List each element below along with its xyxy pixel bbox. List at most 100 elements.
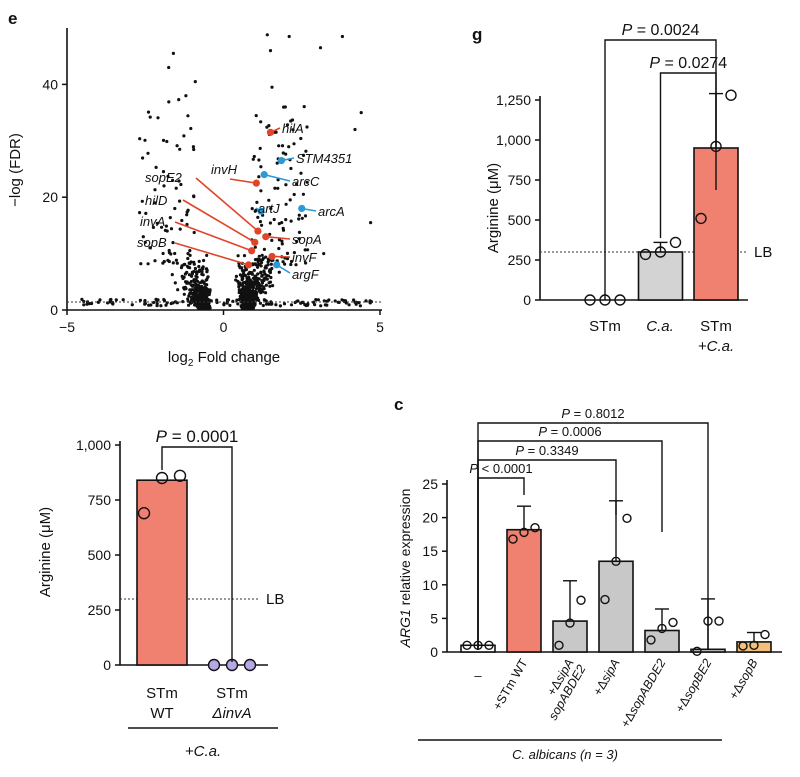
- panel-c-data-point: [714, 616, 724, 626]
- panel-e-letter: e: [8, 9, 17, 28]
- volcano-point: [248, 288, 252, 293]
- volcano-point: [299, 136, 303, 141]
- volcano-point: [359, 111, 363, 115]
- volcano-point: [184, 280, 188, 284]
- volcano-point: [138, 137, 142, 141]
- panel-c-data-point: [668, 617, 678, 628]
- volcano-gene-label: argF: [292, 267, 320, 282]
- volcano-y-axis-label: −log (FDR): [7, 133, 24, 207]
- volcano-gene-leader-line: [182, 199, 256, 244]
- volcano-point: [305, 125, 309, 129]
- volcano-point: [237, 298, 241, 302]
- volcano-point: [164, 224, 168, 228]
- volcano-point: [278, 304, 282, 308]
- volcano-point: [316, 298, 320, 302]
- volcano-point: [319, 304, 323, 308]
- panel-invA-bar: 0 250 500 750 1,000 LB P = 0.0001 Arginine (μM…: [37, 427, 284, 760]
- volcano-point: [188, 292, 192, 296]
- volcano-point: [191, 145, 195, 149]
- volcano-point: [146, 110, 151, 114]
- volcano-point: [228, 303, 232, 307]
- volcano-point: [282, 105, 286, 109]
- panel-invA-y-tick-label: 500: [88, 547, 112, 563]
- volcano-x-tick-label: 0: [220, 319, 228, 335]
- panel-c-data-point: [646, 635, 656, 645]
- panel-invA-cat-inv-line2: ΔinvA: [211, 705, 251, 722]
- volcano-point: [259, 270, 263, 274]
- volcano-gene-point: [251, 238, 259, 246]
- volcano-point: [292, 142, 296, 146]
- volcano-point: [198, 291, 202, 295]
- volcano-gene-leader-line: [229, 178, 257, 184]
- volcano-point: [270, 238, 274, 242]
- volcano-point: [277, 144, 281, 148]
- volcano-point: [167, 100, 171, 104]
- volcano-point: [254, 274, 258, 278]
- volcano-point: [114, 298, 118, 302]
- volcano-point: [166, 174, 170, 178]
- volcano-point: [179, 266, 184, 270]
- volcano-point: [314, 298, 318, 302]
- volcano-point: [173, 251, 177, 256]
- panel-g-y-tick-label: 250: [508, 252, 532, 268]
- panel-c-y-axis-label: ARG1 relative expression: [397, 489, 413, 649]
- volcano-point: [202, 301, 206, 305]
- volcano-point: [201, 267, 205, 271]
- volcano-point: [270, 266, 274, 271]
- volcano-point: [287, 34, 291, 39]
- panel-g-y-tick-label: 1,250: [496, 92, 531, 108]
- volcano-point: [347, 303, 351, 307]
- volcano-gene-label: invA: [140, 214, 165, 229]
- volcano-point: [194, 274, 198, 278]
- volcano-gene-point: [257, 207, 265, 215]
- volcano-point: [289, 259, 294, 264]
- volcano-point: [205, 277, 209, 282]
- volcano-point: [253, 303, 257, 307]
- panel-g-bar: g 0 250 500 750 1,000 1,250 LB P = 0.0024 P = 0.…: [472, 22, 772, 355]
- volcano-point: [165, 139, 169, 144]
- panel-c-data-point: [611, 556, 621, 566]
- panel-c-p-value: P < 0.0001: [469, 461, 532, 476]
- volcano-point: [178, 227, 182, 231]
- panel-c-x-label: +ΔsopABDE2: [618, 656, 669, 730]
- panel-c-data-point: [576, 595, 586, 605]
- panel-g-p-value: P = 0.0274: [649, 55, 727, 72]
- volcano-point: [176, 288, 180, 292]
- volcano-point: [234, 274, 238, 278]
- volcano-gene-label: sopE2: [145, 170, 183, 185]
- volcano-x-ticks: −5 0 5: [59, 310, 384, 335]
- volcano-point: [193, 286, 197, 290]
- volcano-point: [260, 253, 264, 257]
- volcano-point: [143, 302, 147, 306]
- volcano-point: [188, 288, 192, 292]
- panel-c-y-tick-label: 15: [422, 543, 438, 559]
- volcano-point: [256, 215, 260, 219]
- panel-c-data-point: [657, 623, 667, 634]
- volcano-point: [277, 222, 281, 226]
- volcano-point: [289, 262, 293, 267]
- volcano-point: [270, 85, 274, 89]
- volcano-point: [280, 242, 284, 246]
- volcano-point: [255, 284, 259, 288]
- panel-g-chart: 0 250 500 750 1,000 1,250 LB P = 0.0024 P = 0.02…: [496, 22, 772, 308]
- volcano-point: [259, 165, 263, 169]
- volcano-point: [185, 264, 189, 268]
- volcano-point: [185, 222, 189, 227]
- volcano-point: [148, 246, 152, 250]
- volcano-point: [261, 303, 265, 308]
- volcano-point: [277, 270, 281, 274]
- volcano-point: [252, 268, 256, 272]
- panel-c-data-point: [484, 640, 494, 650]
- volcano-point: [178, 199, 182, 203]
- volcano-point: [281, 260, 285, 264]
- volcano-point: [246, 276, 250, 280]
- panel-c-data-point: [738, 641, 748, 651]
- volcano-point: [154, 165, 158, 169]
- volcano-point: [257, 254, 261, 258]
- volcano-point: [280, 239, 284, 243]
- volcano-point: [318, 46, 323, 50]
- volcano-point: [130, 303, 134, 307]
- panel-c-group-label: C. albicans (n = 3): [512, 747, 618, 762]
- panel-c-x-label: +STm WT: [490, 656, 531, 712]
